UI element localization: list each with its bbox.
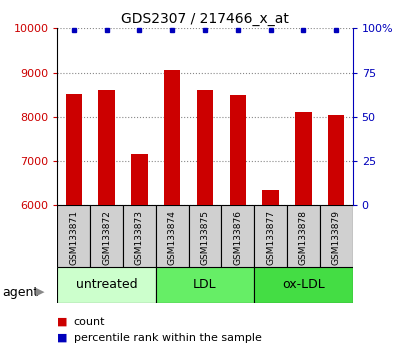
Text: ▶: ▶ — [36, 287, 45, 297]
Text: GSM133879: GSM133879 — [331, 210, 340, 265]
Text: percentile rank within the sample: percentile rank within the sample — [74, 333, 261, 343]
Text: ■: ■ — [57, 317, 68, 327]
Bar — [65, 94, 82, 205]
Bar — [229, 95, 245, 205]
Bar — [155, 267, 254, 303]
Text: GSM133876: GSM133876 — [233, 210, 242, 265]
Bar — [294, 113, 311, 205]
Text: GSM133874: GSM133874 — [167, 210, 176, 265]
Bar — [57, 267, 155, 303]
Bar — [262, 190, 278, 205]
Text: GSM133872: GSM133872 — [102, 210, 111, 265]
Text: LDL: LDL — [193, 279, 216, 291]
Bar — [188, 205, 221, 267]
Text: GSM133878: GSM133878 — [298, 210, 307, 265]
Text: ox-LDL: ox-LDL — [281, 279, 324, 291]
Bar — [286, 205, 319, 267]
Bar — [155, 205, 188, 267]
Title: GDS2307 / 217466_x_at: GDS2307 / 217466_x_at — [121, 12, 288, 26]
Text: GSM133871: GSM133871 — [69, 210, 78, 265]
Bar — [123, 205, 155, 267]
Text: untreated: untreated — [76, 279, 137, 291]
Bar — [196, 90, 213, 205]
Bar — [254, 267, 352, 303]
Bar — [221, 205, 254, 267]
Bar — [164, 70, 180, 205]
Text: GSM133877: GSM133877 — [265, 210, 274, 265]
Bar — [57, 205, 90, 267]
Bar — [327, 115, 344, 205]
Bar — [131, 154, 147, 205]
Text: count: count — [74, 317, 105, 327]
Text: agent: agent — [2, 286, 38, 298]
Text: GSM133875: GSM133875 — [200, 210, 209, 265]
Bar — [98, 90, 115, 205]
Text: GSM133873: GSM133873 — [135, 210, 144, 265]
Text: ■: ■ — [57, 333, 68, 343]
Bar — [90, 205, 123, 267]
Bar — [254, 205, 286, 267]
Bar — [319, 205, 352, 267]
